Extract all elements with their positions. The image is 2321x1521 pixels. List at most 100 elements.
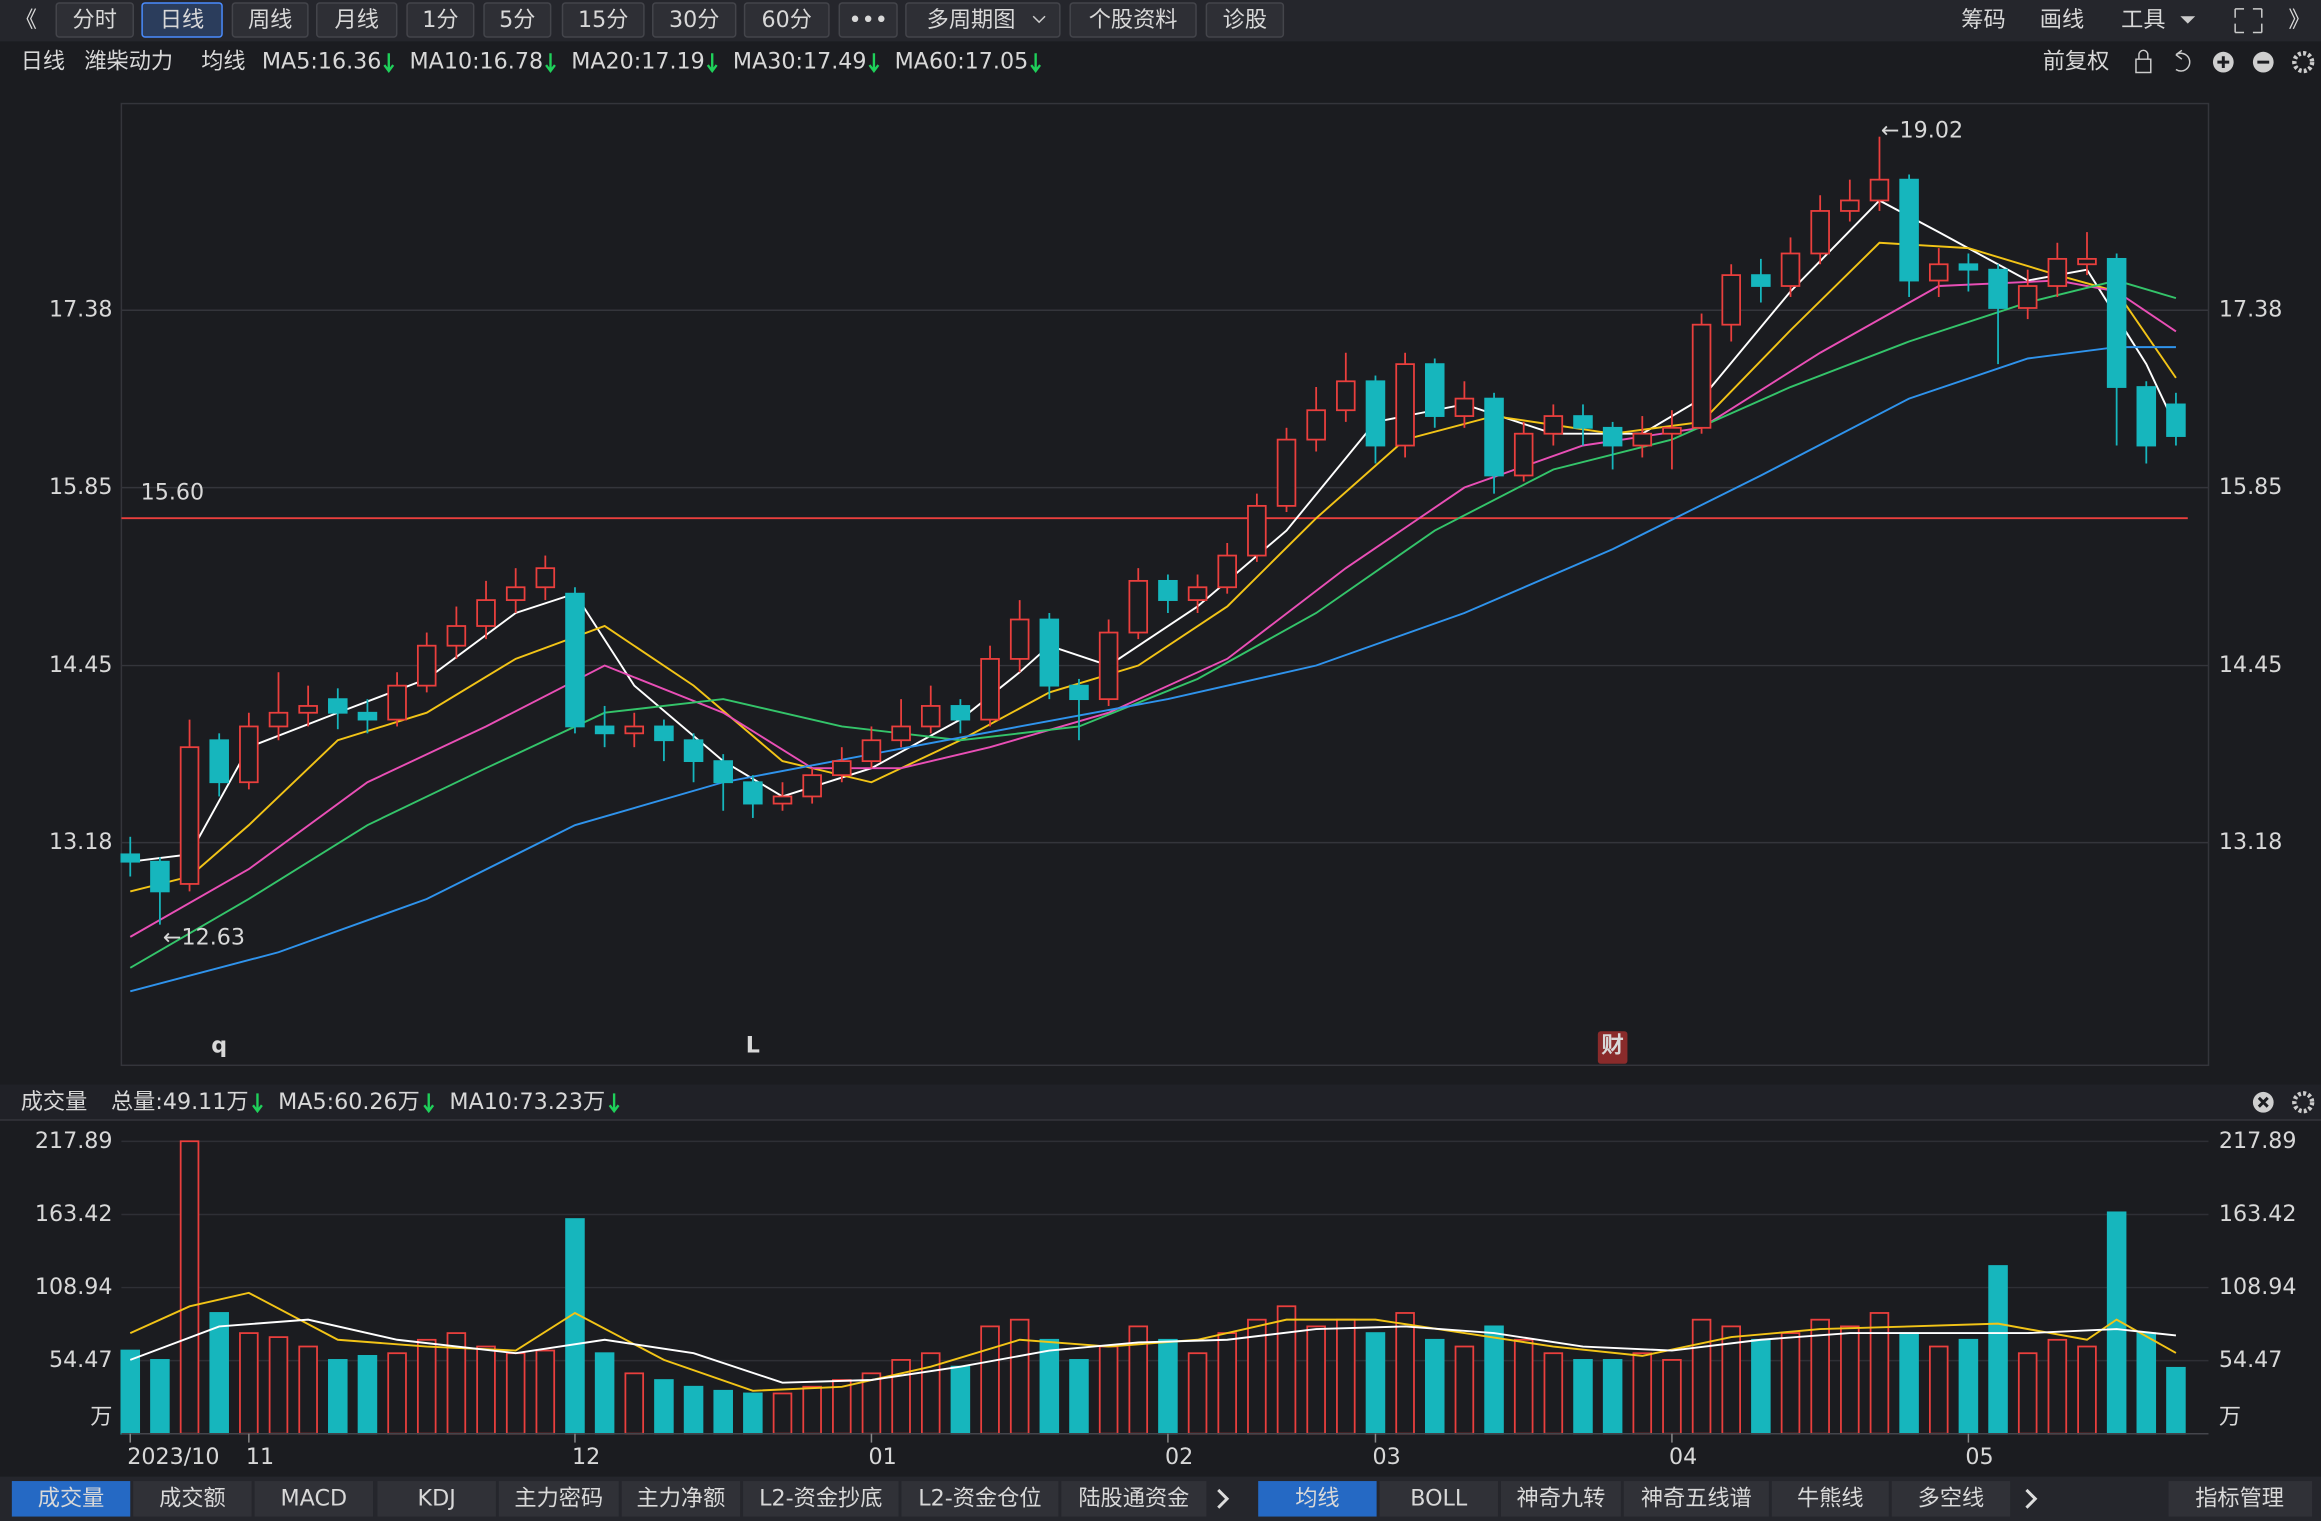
tab-label[interactable]: KDJ	[418, 1485, 456, 1511]
toolbar-label[interactable]: 30分	[669, 7, 719, 33]
toolbar-button[interactable]	[483, 2, 552, 38]
high-label: ←19.02	[1881, 117, 1963, 143]
tab-next[interactable]	[2025, 1488, 2038, 1509]
toolbar-button[interactable]	[743, 2, 830, 38]
manage-label[interactable]: 指标管理	[2195, 1485, 2284, 1511]
tab-label[interactable]: 神奇五线谱	[1641, 1485, 1752, 1511]
toolbar-label[interactable]: 诊股	[1223, 7, 1267, 33]
tab-label[interactable]: 成交额	[159, 1485, 226, 1511]
tab-label[interactable]: L2-资金抄底	[759, 1485, 882, 1511]
volume-bar	[594, 1352, 615, 1435]
gear-icon[interactable]	[2292, 51, 2315, 74]
candle-body	[150, 860, 170, 893]
volume-title: 成交量	[21, 1089, 88, 1115]
volume-unit: 万	[90, 1404, 112, 1430]
tab-label[interactable]: 均线	[1295, 1485, 1339, 1511]
toolbar-right[interactable]: 工具	[2121, 7, 2165, 33]
toolbar-button[interactable]	[1205, 2, 1285, 38]
month-label: 2023/10	[127, 1444, 219, 1470]
tab[interactable]	[1500, 1481, 1621, 1517]
tab[interactable]	[621, 1481, 741, 1517]
candle-body	[624, 725, 645, 735]
tab[interactable]	[133, 1481, 252, 1517]
candle-body	[2047, 257, 2068, 287]
volume-bar	[1276, 1305, 1297, 1435]
volume-bar	[713, 1389, 733, 1435]
volume-bar	[1306, 1325, 1326, 1435]
toolbar-label[interactable]: 周线	[248, 7, 292, 33]
toolbar-button[interactable]	[141, 2, 223, 38]
toolbar-label[interactable]: •••	[849, 7, 888, 33]
ma-legend: MA60:17.05	[895, 49, 1029, 75]
toolbar-button[interactable]	[231, 2, 309, 38]
candle-body	[980, 658, 1000, 721]
fullscreen-icon[interactable]	[2234, 8, 2263, 34]
candle-body	[328, 698, 348, 714]
tab[interactable]	[1258, 1481, 1377, 1517]
undo-icon[interactable]	[2175, 49, 2191, 72]
toolbar-label[interactable]: 5分	[499, 7, 535, 33]
event-marker: q	[211, 1033, 227, 1059]
toolbar-label[interactable]: 个股资料	[1089, 7, 1178, 33]
tab[interactable]	[1771, 1481, 1889, 1517]
tab-label[interactable]: 主力密码	[514, 1485, 603, 1511]
candle-body	[743, 781, 763, 805]
volume-bar	[1662, 1359, 1682, 1435]
y-tick-label-right: 13.18	[2219, 829, 2283, 855]
toolbar-right[interactable]: 筹码	[1961, 7, 2005, 33]
gear-icon[interactable]	[2292, 1091, 2315, 1114]
tab[interactable]	[11, 1481, 131, 1517]
tab[interactable]	[377, 1481, 496, 1517]
toolbar-label[interactable]: 60分	[762, 7, 812, 33]
tab-label[interactable]: MACD	[281, 1485, 348, 1511]
forward-button[interactable]: 》	[2288, 7, 2310, 33]
toolbar-button[interactable]	[838, 2, 898, 38]
back-button[interactable]: 《	[15, 7, 37, 33]
toolbar-label[interactable]: 1分	[422, 7, 458, 33]
tab[interactable]	[743, 1481, 899, 1517]
toolbar-button[interactable]	[652, 2, 737, 38]
tab-label[interactable]: BOLL	[1410, 1485, 1468, 1511]
tab-label[interactable]: 多空线	[1918, 1485, 1985, 1511]
toolbar-button[interactable]	[1069, 2, 1197, 38]
candle-body	[2077, 257, 2097, 266]
tab[interactable]	[1061, 1481, 1207, 1517]
tab-label[interactable]: 成交量	[38, 1485, 105, 1511]
toolbar-label[interactable]: 多周期图	[927, 7, 1016, 33]
volume-bar	[1691, 1318, 1712, 1435]
tab-label[interactable]: 牛熊线	[1797, 1485, 1864, 1511]
volume-header	[0, 1084, 2321, 1121]
tab-next[interactable]	[1217, 1488, 1230, 1509]
toolbar-label[interactable]: 日线	[160, 7, 204, 33]
volume-bar	[1454, 1345, 1475, 1435]
tab-label[interactable]: 陆股通资金	[1078, 1485, 1189, 1511]
candle-body	[891, 725, 911, 742]
ma-line	[130, 346, 2176, 993]
volume-tick-label-right: 108.94	[2219, 1274, 2297, 1300]
toolbar-button[interactable]	[55, 2, 134, 38]
toolbar-right[interactable]: 画线	[2040, 7, 2084, 33]
tab[interactable]	[1379, 1481, 1498, 1517]
candle-body	[1276, 438, 1297, 507]
tab[interactable]	[1891, 1481, 2011, 1517]
adjust[interactable]: 前复权	[2043, 49, 2110, 75]
toolbar-button[interactable]	[406, 2, 475, 38]
tab[interactable]	[498, 1481, 619, 1517]
toolbar-label[interactable]: 15分	[578, 7, 628, 33]
toolbar-button[interactable]	[561, 2, 645, 38]
toolbar-label[interactable]: 分时	[73, 7, 117, 33]
tab[interactable]	[901, 1481, 1059, 1517]
toolbar-button[interactable]	[905, 2, 1061, 38]
toolbar-label[interactable]: 月线	[335, 7, 379, 33]
manage-button[interactable]	[2168, 1481, 2313, 1517]
tab-label[interactable]: 神奇九转	[1517, 1485, 1606, 1511]
toolbar-button[interactable]	[316, 2, 398, 38]
volume-tick-label: 54.47	[49, 1347, 113, 1373]
volume-bar	[150, 1359, 170, 1435]
zoom-sign	[2217, 56, 2230, 69]
tab-label[interactable]: L2-资金仓位	[918, 1485, 1041, 1511]
tab[interactable]	[254, 1481, 374, 1517]
tab[interactable]	[1623, 1481, 1769, 1517]
lock-icon[interactable]	[2135, 49, 2152, 74]
tab-label[interactable]: 主力净额	[637, 1485, 726, 1511]
